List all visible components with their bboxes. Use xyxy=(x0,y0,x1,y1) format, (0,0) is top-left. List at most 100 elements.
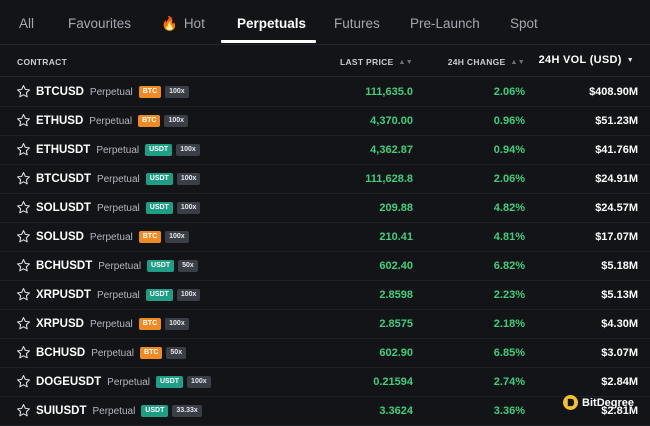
settle-badge: BTC xyxy=(140,347,163,359)
favourite-star-icon[interactable] xyxy=(16,403,31,418)
24h-volume: $51.23M xyxy=(595,115,638,127)
table-row[interactable]: SOLUSD Perpetual BTC 100x 210.41 4.81% $17.07M xyxy=(0,223,650,252)
24h-volume: $3.07M xyxy=(601,347,638,359)
table-row[interactable]: SUIUSDT Perpetual USDT 33.33x 3.3624 3.36% $2.… xyxy=(0,397,650,426)
contract-type: Perpetual xyxy=(96,289,140,301)
table-row[interactable]: BCHUSDT Perpetual USDT 50x 602.40 6.82% $5.18M xyxy=(0,252,650,281)
active-tab-indicator xyxy=(221,40,316,43)
favourite-star-icon[interactable] xyxy=(16,287,31,302)
tab-perpetuals[interactable]: Perpetuals xyxy=(237,16,307,31)
contract-type: Perpetual xyxy=(89,86,133,98)
contract-type: Perpetual xyxy=(91,347,135,359)
24h-change: 2.06% xyxy=(493,173,525,185)
leverage-badge: 100x xyxy=(165,86,189,98)
tab-all[interactable]: All xyxy=(19,16,35,31)
24h-volume: $408.90M xyxy=(589,86,638,98)
favourite-star-icon[interactable] xyxy=(16,200,31,215)
contracts-table: BTCUSD Perpetual BTC 100x 111,635.0 2.06% $408… xyxy=(0,78,650,426)
contract-symbol: SOLUSD xyxy=(36,231,84,243)
table-row[interactable]: XRPUSDT Perpetual USDT 100x 2.8598 2.23% $5.13… xyxy=(0,281,650,310)
favourite-star-icon[interactable] xyxy=(16,345,31,360)
leverage-badge: 100x xyxy=(165,318,189,330)
last-price: 4,370.00 xyxy=(370,115,413,127)
contract-type: Perpetual xyxy=(107,376,150,388)
sort-arrows-icon: ▲▼ xyxy=(510,59,525,66)
contract-cell[interactable]: DOGEUSDT Perpetual USDT 100x xyxy=(36,368,211,396)
column-header-last-price[interactable]: LAST PRICE ▲▼ xyxy=(340,57,413,67)
favourite-star-icon[interactable] xyxy=(16,84,31,99)
24h-volume: $5.13M xyxy=(601,289,638,301)
favourite-star-icon[interactable] xyxy=(16,113,31,128)
table-row[interactable]: ETHUSDT Perpetual USDT 100x 4,362.87 0.94% $41… xyxy=(0,136,650,165)
contract-cell[interactable]: BTCUSDT Perpetual USDT 100x xyxy=(36,165,201,193)
leverage-badge: 100x xyxy=(176,289,201,301)
table-row[interactable]: BTCUSDT Perpetual USDT 100x 111,628.8 2.06% $2… xyxy=(0,165,650,194)
tab-favourites[interactable]: Favourites xyxy=(68,16,132,31)
24h-change: 2.06% xyxy=(493,86,525,98)
leverage-badge: 50x xyxy=(178,260,198,272)
24h-change: 6.82% xyxy=(493,260,525,272)
contract-cell[interactable]: SOLUSD Perpetual BTC 100x xyxy=(36,223,189,251)
contract-symbol: XRPUSDT xyxy=(36,289,91,301)
favourite-star-icon[interactable] xyxy=(16,171,31,186)
24h-volume: $2.81M xyxy=(601,405,638,417)
favourite-star-icon[interactable] xyxy=(16,316,31,331)
contract-cell[interactable]: BCHUSD Perpetual BTC 50x xyxy=(36,339,187,367)
contract-type: Perpetual xyxy=(98,260,142,272)
last-price: 602.90 xyxy=(379,347,413,359)
contract-type: Perpetual xyxy=(89,115,133,127)
contract-symbol: SOLUSDT xyxy=(36,202,91,214)
24h-change: 4.82% xyxy=(493,202,525,214)
contract-cell[interactable]: ETHUSD Perpetual BTC 100x xyxy=(36,107,189,135)
favourite-star-icon[interactable] xyxy=(16,258,31,273)
table-row[interactable]: BTCUSD Perpetual BTC 100x 111,635.0 2.06% $408… xyxy=(0,78,650,107)
favourite-star-icon[interactable] xyxy=(16,229,31,244)
24h-change: 2.18% xyxy=(493,318,525,330)
contract-cell[interactable]: BTCUSD Perpetual BTC 100x xyxy=(36,78,189,106)
column-header-24h-change[interactable]: 24H CHANGE ▲▼ xyxy=(448,57,525,67)
24h-volume: $4.30M xyxy=(601,318,638,330)
contract-cell[interactable]: SUIUSDT Perpetual USDT 33.33x xyxy=(36,397,202,425)
tab-futures[interactable]: Futures xyxy=(334,16,380,31)
column-header-contract[interactable]: CONTRACT xyxy=(17,57,68,67)
24h-volume: $41.76M xyxy=(595,144,638,156)
contract-symbol: XRPUSD xyxy=(36,318,84,330)
favourite-star-icon[interactable] xyxy=(16,374,31,389)
contract-symbol: BCHUSDT xyxy=(36,260,93,272)
contract-cell[interactable]: XRPUSDT Perpetual USDT 100x xyxy=(36,281,201,309)
leverage-badge: 100x xyxy=(164,115,189,127)
24h-volume: $2.84M xyxy=(601,376,638,388)
column-header-24h-vol[interactable]: 24H VOL (USD) ▼ xyxy=(539,54,634,66)
contract-type: Perpetual xyxy=(96,144,140,156)
leverage-badge: 100x xyxy=(187,376,211,388)
tab-hot[interactable]: 🔥 Hot xyxy=(161,16,205,32)
favourite-star-icon[interactable] xyxy=(16,142,31,157)
table-row[interactable]: BCHUSD Perpetual BTC 50x 602.90 6.85% $3.07M xyxy=(0,339,650,368)
last-price: 0.21594 xyxy=(373,376,413,388)
contract-cell[interactable]: XRPUSD Perpetual BTC 100x xyxy=(36,310,189,338)
tab-spot[interactable]: Spot xyxy=(510,16,538,31)
last-price: 111,628.8 xyxy=(365,173,413,185)
24h-volume: $24.57M xyxy=(595,202,638,214)
settle-badge: BTC xyxy=(138,231,162,243)
watermark-text: BitDegree xyxy=(582,396,634,409)
tab-pre-launch[interactable]: Pre-Launch xyxy=(410,16,480,31)
last-price: 2.8598 xyxy=(379,289,413,301)
table-row[interactable]: DOGEUSDT Perpetual USDT 100x 0.21594 2.74% $2.… xyxy=(0,368,650,397)
contract-symbol: BTCUSDT xyxy=(36,173,91,185)
leverage-badge: 100x xyxy=(176,202,201,214)
contract-cell[interactable]: SOLUSDT Perpetual USDT 100x xyxy=(36,194,201,222)
sort-arrows-icon: ▲▼ xyxy=(398,59,413,66)
table-row[interactable]: SOLUSDT Perpetual USDT 100x 209.88 4.82% $24.5… xyxy=(0,194,650,223)
table-row[interactable]: ETHUSD Perpetual BTC 100x 4,370.00 0.96% $51.2… xyxy=(0,107,650,136)
contract-cell[interactable]: BCHUSDT Perpetual USDT 50x xyxy=(36,252,198,280)
24h-change: 4.81% xyxy=(493,231,525,243)
settle-badge: USDT xyxy=(145,289,173,301)
24h-volume: $17.07M xyxy=(595,231,638,243)
table-row[interactable]: XRPUSD Perpetual BTC 100x 2.8575 2.18% $4.30M xyxy=(0,310,650,339)
contract-type: Perpetual xyxy=(89,231,133,243)
24h-volume: $5.18M xyxy=(601,260,638,272)
last-price: 2.8575 xyxy=(379,318,413,330)
market-tabs: All Favourites 🔥 Hot Perpetuals Futures P… xyxy=(0,0,650,45)
contract-cell[interactable]: ETHUSDT Perpetual USDT 100x xyxy=(36,136,200,164)
